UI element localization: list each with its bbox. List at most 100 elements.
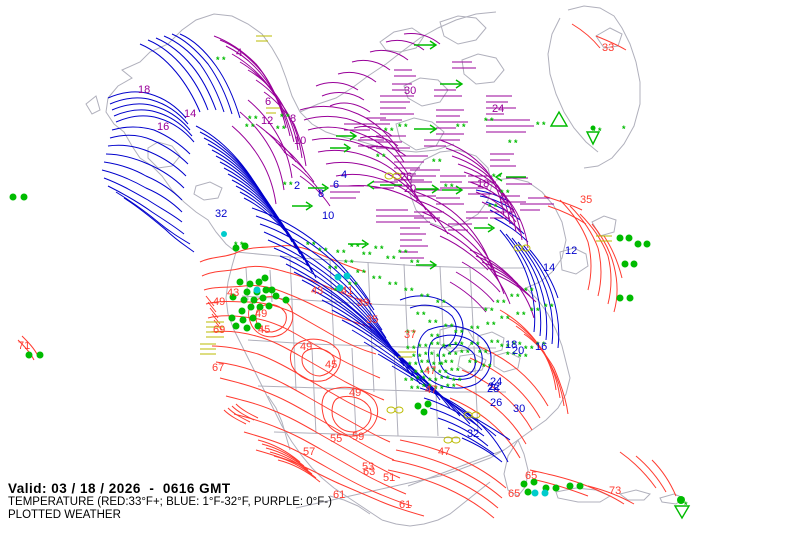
svg-text:*: * [356, 268, 360, 278]
contour-label: 55 [330, 433, 342, 445]
svg-text:*: * [438, 360, 442, 370]
svg-text:*: * [412, 344, 416, 354]
contour-label: 10 [294, 135, 306, 147]
svg-text:*: * [454, 328, 458, 338]
valid-time-label: Valid: 03 / 18 / 2026 - 0616 GMT [8, 481, 231, 496]
svg-text:*: * [522, 310, 526, 320]
contour-label: 39 [357, 297, 369, 309]
svg-text:*: * [436, 340, 440, 350]
svg-text:*: * [476, 324, 480, 334]
svg-text:*: * [434, 376, 438, 386]
svg-text:*: * [500, 342, 504, 352]
svg-text:*: * [289, 180, 293, 190]
svg-text:*: * [434, 318, 438, 328]
svg-text:*: * [418, 352, 422, 362]
svg-text:*: * [416, 384, 420, 394]
svg-text:*: * [444, 322, 448, 332]
svg-text:*: * [530, 286, 534, 296]
rain-symbol-layer [9, 110, 691, 520]
contour-label: 6 [333, 179, 339, 191]
svg-text:*: * [245, 122, 249, 132]
contour-label: 47 [425, 384, 437, 396]
contour-label: 49 [255, 308, 267, 320]
svg-text:*: * [340, 286, 344, 296]
svg-text:*: * [492, 320, 496, 330]
svg-text:*: * [354, 280, 358, 290]
svg-text:*: * [416, 310, 420, 320]
svg-text:*: * [500, 188, 504, 198]
svg-text:*: * [496, 338, 500, 348]
svg-text:*: * [424, 342, 428, 352]
contour-label: 69 [213, 324, 225, 336]
svg-text:*: * [368, 250, 372, 260]
contour-label: 4 [341, 169, 347, 181]
wind-arrow-layer [292, 40, 526, 270]
svg-text:*: * [524, 344, 528, 354]
svg-text:*: * [444, 358, 448, 368]
coastline-layer [85, 5, 686, 527]
svg-text:*: * [356, 242, 360, 252]
svg-text:*: * [496, 298, 500, 308]
svg-text:*: * [448, 350, 452, 360]
contour-label: 41 [341, 285, 353, 297]
svg-text:*: * [506, 188, 510, 198]
svg-text:*: * [404, 376, 408, 386]
svg-text:*: * [350, 242, 354, 252]
svg-text:*: * [502, 298, 506, 308]
svg-text:*: * [536, 340, 540, 350]
svg-text:*: * [452, 376, 456, 386]
svg-text:*: * [410, 384, 414, 394]
svg-text:*: * [410, 258, 414, 268]
svg-text:*: * [518, 340, 522, 350]
svg-text:*: * [430, 340, 434, 350]
svg-text:*: * [470, 340, 474, 350]
contour-label: 49 [213, 296, 225, 308]
svg-text:*: * [342, 248, 346, 258]
contour-label: 16 [535, 341, 547, 353]
contour-label: 59 [352, 431, 364, 443]
svg-text:*: * [518, 352, 522, 362]
svg-text:*: * [424, 350, 428, 360]
svg-text:*: * [404, 286, 408, 296]
svg-text:*: * [438, 368, 442, 378]
svg-text:*: * [372, 274, 376, 284]
svg-text:*: * [416, 374, 420, 384]
svg-text:*: * [222, 55, 226, 65]
svg-text:*: * [432, 360, 436, 370]
svg-text:*: * [524, 352, 528, 362]
svg-text:*: * [544, 302, 548, 312]
svg-text:*: * [512, 350, 516, 360]
svg-text:*: * [336, 248, 340, 258]
svg-text:*: * [283, 180, 287, 190]
svg-text:*: * [542, 120, 546, 130]
contour-label: 26 [400, 171, 412, 183]
svg-text:*: * [420, 292, 424, 302]
contour-label: 6 [265, 96, 271, 108]
svg-text:*: * [254, 114, 258, 124]
contour-label: 47 [424, 365, 436, 377]
svg-text:*: * [430, 332, 434, 342]
contour-label: 45 [258, 324, 270, 336]
svg-text:*: * [508, 138, 512, 148]
contour-label: 47 [438, 446, 450, 458]
svg-text:*: * [510, 292, 514, 302]
plotted-weather-label: PLOTTED WEATHER [8, 509, 121, 521]
svg-text:*: * [350, 258, 354, 268]
svg-text:*: * [410, 376, 414, 386]
contour-label: 20 [404, 183, 416, 195]
svg-text:*: * [436, 332, 440, 342]
svg-text:*: * [430, 350, 434, 360]
svg-text:*: * [362, 250, 366, 260]
svg-text:*: * [490, 116, 494, 126]
svg-text:*: * [416, 258, 420, 268]
svg-text:*: * [312, 240, 316, 250]
contour-label: 16 [157, 121, 169, 133]
contour-label: 14 [184, 108, 196, 120]
contour-label: 4 [236, 47, 242, 59]
svg-text:*: * [410, 286, 414, 296]
contour-label: 26 [490, 397, 502, 409]
contour-label: 10 [322, 210, 334, 222]
svg-text:*: * [484, 116, 488, 126]
svg-text:*: * [418, 342, 422, 352]
